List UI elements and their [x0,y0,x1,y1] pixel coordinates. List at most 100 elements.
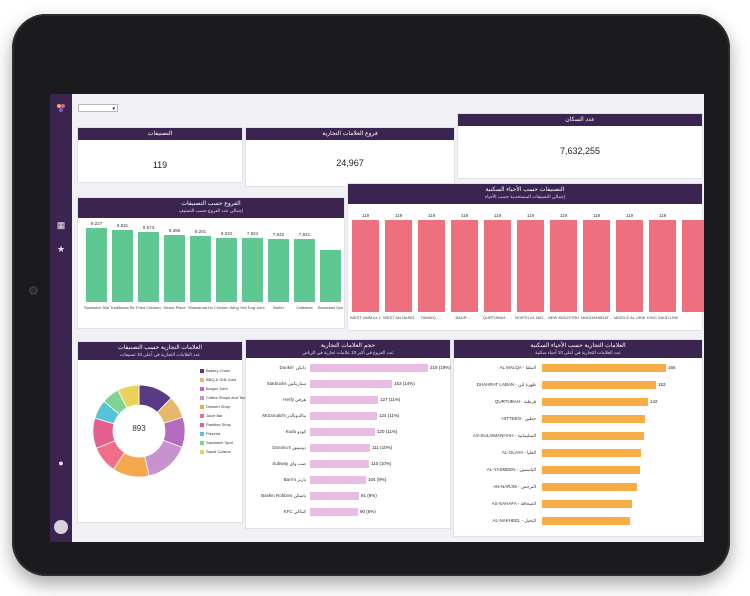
mic-icon[interactable]: ● [58,458,64,468]
bar-category-label: KING SAUD UNIV... [647,315,678,320]
bar [542,483,637,491]
bar-category-label: AN-NARJIS - النرجس [493,484,536,489]
legend-item: Dessert Shop [200,404,230,409]
kpi-value: 7,632,255 [559,146,601,156]
bar-category-label: Starbucks ستاربكس [266,381,306,386]
chart-subtitle: إجمالي عدد الفروع حسب التصنيف [179,208,243,213]
legend-swatch [200,431,204,436]
legend-label: Coffee Shops and Tea... [206,395,249,400]
chart-header: حجم العلامات التجارية عدد الفروع في أكبر… [246,340,450,358]
bar [418,220,445,312]
chart-title: التصنيفات حسب الأحياء السكنية [485,187,565,193]
bar-category-label: Breakfast Spot [318,305,343,310]
bar-category-label: Baskin Robbins باسكن [261,493,306,498]
bar-value-label: 166 [668,365,676,370]
bar [310,460,369,468]
legend-item: Pastries Shop [200,422,231,427]
donut-slice [117,384,140,409]
chart-header: العلامات التجارية حسب التصنيفات عدد العل… [78,342,242,360]
kpi-value: 24,967 [336,158,364,168]
bar [216,238,237,302]
kpi-title: فروع العلامات التجارية [246,128,454,140]
legend-item: Juice Bar [200,413,223,418]
bar-value-label: 219 (19%) [430,365,451,370]
bar-category-label: AL-YASMEEN - الياسمين [486,467,536,472]
chart-subtitle: عدد الفروع في أكبر 10 علامات تجارية في ا… [302,350,394,355]
bar [542,449,641,457]
legend-item: Saudi Cuisine [200,449,231,454]
bar-category-label: QURTUBAH - ... [482,315,513,320]
bar-category-label: Dunkin' دانكن [279,365,306,370]
chart-subtitle: إجمالي التصنيفات المستخدمة حسب الأحياء [485,194,565,199]
brands-by-district-chart: العلامات التجارية حسب الأحياء السكنية عد… [454,340,702,536]
filter-dropdown[interactable]: ▾ [78,104,118,112]
bar [320,250,341,302]
bar [542,381,656,389]
bar-category-label: BADR - ... [455,315,474,320]
bar-category-label: TAWAIQ - ... [420,315,443,320]
bar-category-label: AL-OLAYA - العليا [501,450,536,455]
legend-swatch [200,395,204,400]
chart-title: الفروع حسب التصنيفات [181,201,241,207]
branches-by-category-chart: الفروع حسب التصنيفات إجمالي عدد الفروع ح… [78,198,344,328]
bar-value-label: 119 [427,213,436,218]
bar [484,220,511,312]
bar [542,415,645,423]
bar-category-label: Domino's دومينوز [272,445,306,450]
legend-item: Pizzeria [200,431,220,436]
bar-value-label: 119 [592,213,601,218]
bar [310,508,358,516]
legend-label: Bakery Chain [206,368,231,373]
bar-category-label: Buffet [273,305,284,310]
bar-value-label: 8,931 [116,223,129,228]
bar [310,412,377,420]
bar [86,228,107,302]
bar-value-label: 119 [493,213,502,218]
bar [542,517,630,525]
bar-value-label: 119 [460,213,469,218]
dashboard-screen: ▦ ★ ● ▾ التصنيفات 119 فروع العلامات التج… [50,94,704,542]
legend-swatch [200,422,204,427]
chart-header: التصنيفات حسب الأحياء السكنية إجمالي الت… [348,184,702,204]
bar [310,476,366,484]
bar [542,500,632,508]
bar [385,220,412,312]
bar-category-label: AL MALQA - الملقا [499,365,536,370]
kpi-title: عدد السكان [458,114,702,126]
avatar[interactable] [54,520,68,534]
bar-category-label: Traditional Resta... [110,305,135,310]
chart-header: العلامات التجارية حسب الأحياء السكنية عد… [454,340,702,358]
bar-category-label: Fried Chicken Jo... [136,305,161,310]
bar-category-label: MIDDLE AL URAIJA [614,315,645,320]
bar-category-label: AL-NAKHEEL - النخيل [492,518,537,523]
categories-by-district-chart: التصنيفات حسب الأحياء السكنية إجمالي الت… [348,184,704,330]
bar-value-label: 119 [658,213,667,218]
bar-category-label: HITTEEN - حطين [501,416,536,421]
kpi-card-categories: التصنيفات 119 [78,128,242,182]
bar-value-label: 119 [394,213,403,218]
bar-value-label: 110 (10%) [371,461,392,466]
bar-value-label: 119 [625,213,634,218]
legend-label: Juice Bar [206,413,223,418]
bar-category-label: MUDHAHARAT... [581,315,612,320]
chart-subtitle: عدد العلامات التجارية في أعلى 10 أحياء س… [535,350,621,355]
bar-value-label: 111 (10%) [372,445,393,450]
bar [542,432,644,440]
star-icon[interactable]: ★ [56,244,66,254]
main-content: ▾ التصنيفات 119 فروع العلامات التجارية 2… [74,94,704,542]
bar-value-label: 91 (8%) [361,493,377,498]
bar-category-label: NEW INDUSTRIA... [548,315,579,320]
bar-value-label: 153 (14%) [394,381,415,386]
bar-value-label: 127 (11%) [380,397,401,402]
bar-value-label: 8,032 [220,231,233,236]
bar-category-label: Chicken Wings J... [214,305,239,310]
grid-icon[interactable]: ▦ [56,220,66,230]
bar [190,236,211,302]
kpi-value: 119 [152,160,168,170]
legend-swatch [200,404,204,409]
legend-item: Sandwich Spot [200,440,233,445]
legend-item: Bakery Chain [200,368,230,373]
donut-legend: Bakery Chain BBQ & Grill Joint Burger Join… [200,368,249,488]
bar [682,220,704,312]
bar-category-label: Subway صب واي [272,461,306,466]
